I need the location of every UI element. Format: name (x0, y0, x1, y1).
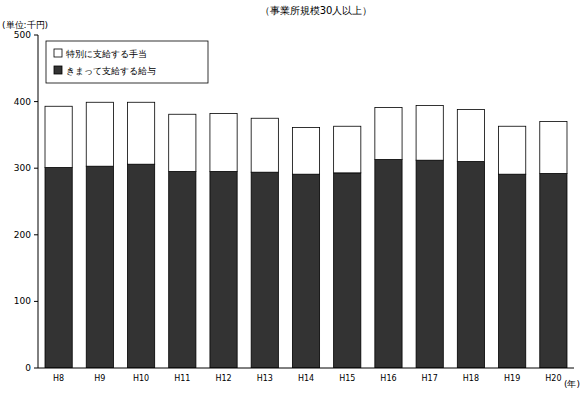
bars (45, 102, 567, 368)
y-tick (34, 168, 38, 169)
bar-segment (127, 102, 154, 164)
title: （事業所規模30人以上） (260, 5, 373, 16)
legend-box (46, 41, 208, 83)
y-tick-label: 300 (14, 163, 31, 173)
bar-segment (499, 126, 526, 174)
bar-segment (540, 122, 567, 174)
bar-segment (45, 106, 72, 167)
bar-segment (292, 174, 319, 368)
x-tick-label: H8 (53, 374, 64, 383)
bar-segment (127, 164, 154, 368)
bar-segment (210, 172, 237, 368)
bar-segment (45, 168, 72, 368)
x-tick-label: H9 (94, 374, 105, 383)
bar-segment (334, 173, 361, 368)
y-tick (34, 101, 38, 102)
bar-segment (540, 174, 567, 368)
x-tick-label: H16 (380, 374, 396, 383)
legend-label: 特別に支給する手当 (66, 49, 147, 59)
bar-segment (292, 128, 319, 175)
y-tick (34, 301, 38, 302)
y-tick (34, 35, 38, 36)
bar-segment (375, 160, 402, 368)
x-tick-label: H14 (298, 374, 314, 383)
bar-segment (416, 106, 443, 161)
y-tick-label: 200 (14, 230, 31, 240)
bar-segment (457, 110, 484, 162)
x-tick-label: H20 (545, 374, 561, 383)
bar-segment (251, 118, 278, 172)
x-tick-label: H18 (463, 374, 479, 383)
bar-segment (169, 172, 196, 368)
y-tick-label: 500 (14, 30, 31, 40)
x-tick-label: H13 (257, 374, 273, 383)
bar-segment (375, 108, 402, 160)
x-tick-label: H12 (215, 374, 231, 383)
bar-segment (210, 114, 237, 172)
bar-segment (251, 172, 278, 368)
legend-swatch (54, 66, 62, 74)
legend-swatch (54, 49, 62, 57)
y-tick (34, 368, 38, 369)
chart: （事業所規模30人以上） (単位:千円) (年) 0 100 200 300 400 500 H8… (0, 0, 582, 404)
bar-segment (169, 114, 196, 171)
bar-segment (334, 126, 361, 173)
y-axis (38, 35, 39, 368)
y-tick-label: 100 (14, 296, 31, 306)
y-tick-label: 0 (25, 363, 31, 373)
x-axis (38, 368, 574, 369)
y-tick (34, 234, 38, 235)
bar-segment (86, 166, 113, 368)
bar-segment (457, 162, 484, 368)
bar-segment (416, 160, 443, 368)
x-tick-label: H19 (504, 374, 520, 383)
bar-segment (86, 102, 113, 166)
x-tick-label: H15 (339, 374, 355, 383)
x-tick-label: H11 (174, 374, 190, 383)
x-tick-label: H17 (422, 374, 438, 383)
x-tick-label: H10 (133, 374, 149, 383)
y-label: (単位:千円) (2, 20, 48, 30)
x-label: (年) (564, 379, 580, 389)
y-tick-label: 400 (14, 97, 31, 107)
bar-segment (499, 174, 526, 368)
legend-label: きまって支給する給与 (66, 66, 156, 76)
